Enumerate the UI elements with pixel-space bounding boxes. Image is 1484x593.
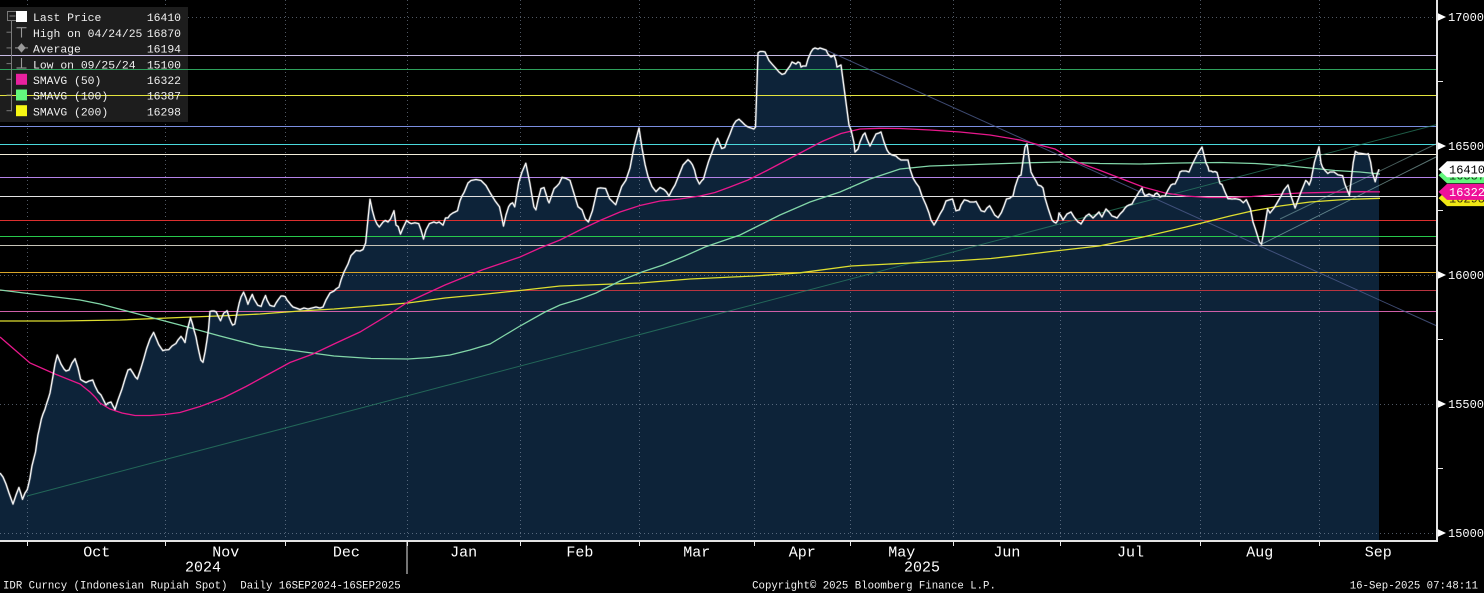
- svg-text:SMAVG (100): SMAVG (100): [33, 92, 108, 104]
- svg-text:16322: 16322: [1449, 186, 1484, 200]
- svg-text:Aug: Aug: [1246, 545, 1273, 562]
- svg-text:Feb: Feb: [566, 545, 593, 562]
- svg-text:15500: 15500: [1448, 398, 1484, 412]
- svg-text:16298: 16298: [147, 107, 181, 119]
- svg-text:15000: 15000: [1448, 527, 1484, 541]
- svg-text:Dec: Dec: [333, 545, 360, 562]
- svg-text:Sep: Sep: [1365, 545, 1392, 562]
- svg-text:16000: 16000: [1448, 269, 1484, 283]
- svg-text:Jun: Jun: [993, 545, 1020, 562]
- svg-text:17000: 17000: [1448, 11, 1484, 25]
- svg-text:High on 04/24/25: High on 04/24/25: [33, 29, 143, 41]
- svg-text:16-Sep-2025 07:48:11: 16-Sep-2025 07:48:11: [1350, 581, 1478, 593]
- svg-text:2025: 2025: [904, 560, 940, 577]
- svg-text:16194: 16194: [147, 45, 181, 57]
- svg-text:Copyright© 2025 Bloomberg Fina: Copyright© 2025 Bloomberg Finance L.P.: [752, 581, 996, 593]
- svg-text:Oct: Oct: [83, 545, 110, 562]
- svg-text:SMAVG (200): SMAVG (200): [33, 107, 108, 119]
- svg-text:Nov: Nov: [212, 545, 239, 562]
- svg-text:Average: Average: [33, 45, 81, 57]
- svg-text:Low on 09/25/24: Low on 09/25/24: [33, 60, 136, 72]
- svg-text:Jul: Jul: [1117, 545, 1144, 562]
- svg-text:May: May: [888, 545, 915, 562]
- svg-text:IDR Curncy (Indonesian Rupiah: IDR Curncy (Indonesian Rupiah Spot) Dail…: [3, 581, 401, 593]
- svg-text:16410: 16410: [147, 13, 181, 25]
- svg-text:2024: 2024: [185, 560, 221, 577]
- svg-text:16870: 16870: [147, 29, 181, 41]
- svg-text:16387: 16387: [147, 92, 181, 104]
- svg-text:16500: 16500: [1448, 140, 1484, 154]
- svg-text:SMAVG (50): SMAVG (50): [33, 76, 101, 88]
- svg-text:16322: 16322: [147, 76, 181, 88]
- svg-text:16410: 16410: [1449, 164, 1484, 178]
- svg-text:Apr: Apr: [789, 545, 816, 562]
- svg-text:Mar: Mar: [683, 545, 710, 562]
- svg-text:15100: 15100: [147, 60, 181, 72]
- svg-text:Last Price: Last Price: [33, 13, 102, 25]
- svg-text:Jan: Jan: [450, 545, 477, 562]
